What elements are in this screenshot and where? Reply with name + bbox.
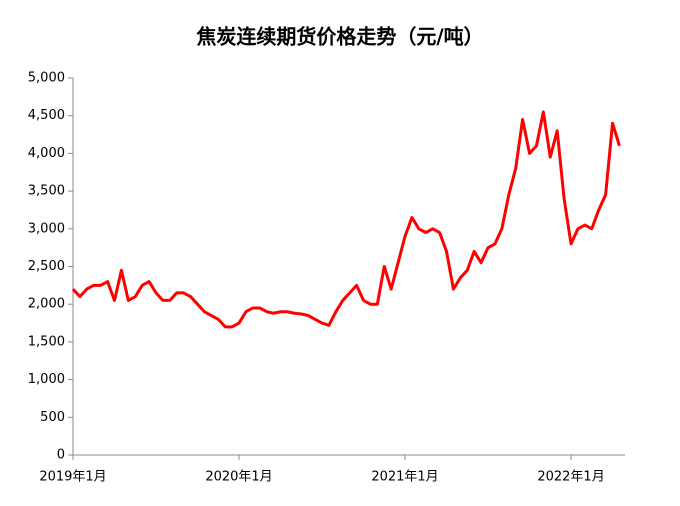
y-tick-label: 5,000 [28, 71, 65, 86]
y-tick-label: 1,500 [28, 334, 65, 349]
chart-title: 焦炭连续期货价格走势（元/吨） [196, 25, 483, 49]
y-tick-label: 2,000 [28, 297, 65, 312]
x-tick-label: 2022年1月 [537, 470, 604, 485]
y-tick-label: 1,000 [28, 372, 65, 387]
y-tick-label: 3,500 [28, 184, 65, 199]
y-tick-label: 500 [40, 410, 65, 425]
y-tick-label: 3,000 [28, 221, 65, 236]
y-tick-label: 4,500 [28, 108, 65, 123]
y-tick-label: 4,000 [28, 146, 65, 161]
x-tick-label: 2021年1月 [371, 470, 438, 485]
x-tick-label: 2019年1月 [39, 470, 106, 485]
price-line [71, 110, 621, 329]
y-tick-label: 0 [57, 448, 65, 463]
y-tick-label: 2,500 [28, 259, 65, 274]
x-tick-label: 2020年1月 [205, 470, 272, 485]
